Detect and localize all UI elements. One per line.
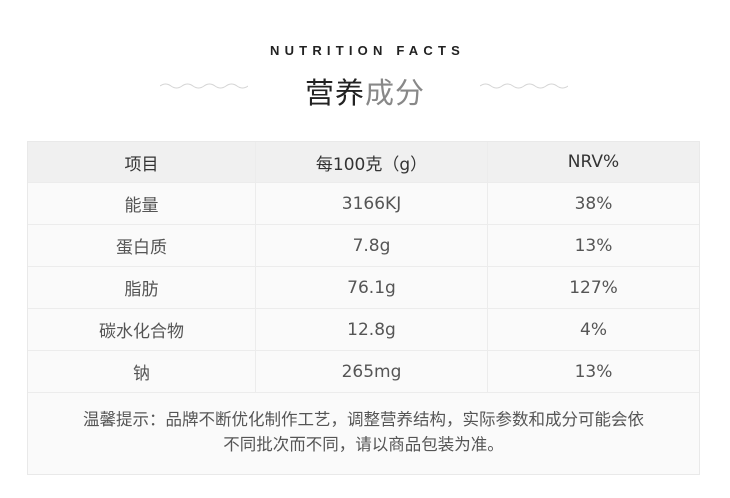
column-header-item: 项目 (28, 142, 256, 182)
nutrient-name: 碳水化合物 (28, 309, 256, 350)
nutrient-nrv: 38% (574, 193, 613, 214)
nutrient-nrv: 127% (569, 277, 618, 298)
column-header-per-100g: 每100克（g） (256, 142, 488, 182)
english-title: NUTRITION FACTS (270, 43, 465, 58)
nutrient-name: 能量 (28, 183, 256, 224)
table-row: 能量 3166KJ 38% (28, 183, 699, 225)
nutrient-amount: 3166KJ (256, 183, 488, 224)
chinese-title-light: 成分 (365, 76, 426, 110)
notice-line-2: 不同批次而不同，请以商品包装为准。 (223, 434, 504, 454)
table-row: 碳水化合物 12.8g 4% (28, 309, 699, 351)
chinese-title-dark: 营养 (304, 76, 365, 110)
table-row: 脂肪 76.1g 127% (28, 267, 699, 309)
table-row: 蛋白质 7.8g 13% (28, 225, 699, 267)
nutrient-amount: 265mg (256, 351, 488, 392)
nutrient-name: 钠 (28, 351, 256, 392)
nutrient-nrv: 13% (574, 361, 613, 382)
nutrition-table: 项目 每100克（g） NRV% 能量 3166KJ 38% 蛋白质 7.8g … (27, 141, 700, 475)
nutrient-name: 蛋白质 (28, 225, 256, 266)
nutrient-amount: 76.1g (256, 267, 488, 308)
table-header-row: 项目 每100克（g） NRV% (28, 142, 699, 183)
chinese-title: 营养成分 (0, 70, 730, 112)
nutrient-nrv: 13% (574, 235, 613, 256)
notice-line-1: 温馨提示：品牌不断优化制作工艺，调整营养结构，实际参数和成分可能会依 (83, 409, 644, 429)
nutrient-nrv: 4% (580, 319, 607, 340)
nutrient-amount: 7.8g (256, 225, 488, 266)
nutrient-name: 脂肪 (28, 267, 256, 308)
table-row: 钠 265mg 13% (28, 351, 699, 393)
wave-decoration-left (160, 83, 248, 89)
column-header-nrv: NRV% (567, 152, 620, 172)
nutrient-amount: 12.8g (256, 309, 488, 350)
wave-decoration-right (480, 83, 568, 89)
notice-text: 温馨提示：品牌不断优化制作工艺，调整营养结构，实际参数和成分可能会依 不同批次而… (28, 393, 699, 474)
